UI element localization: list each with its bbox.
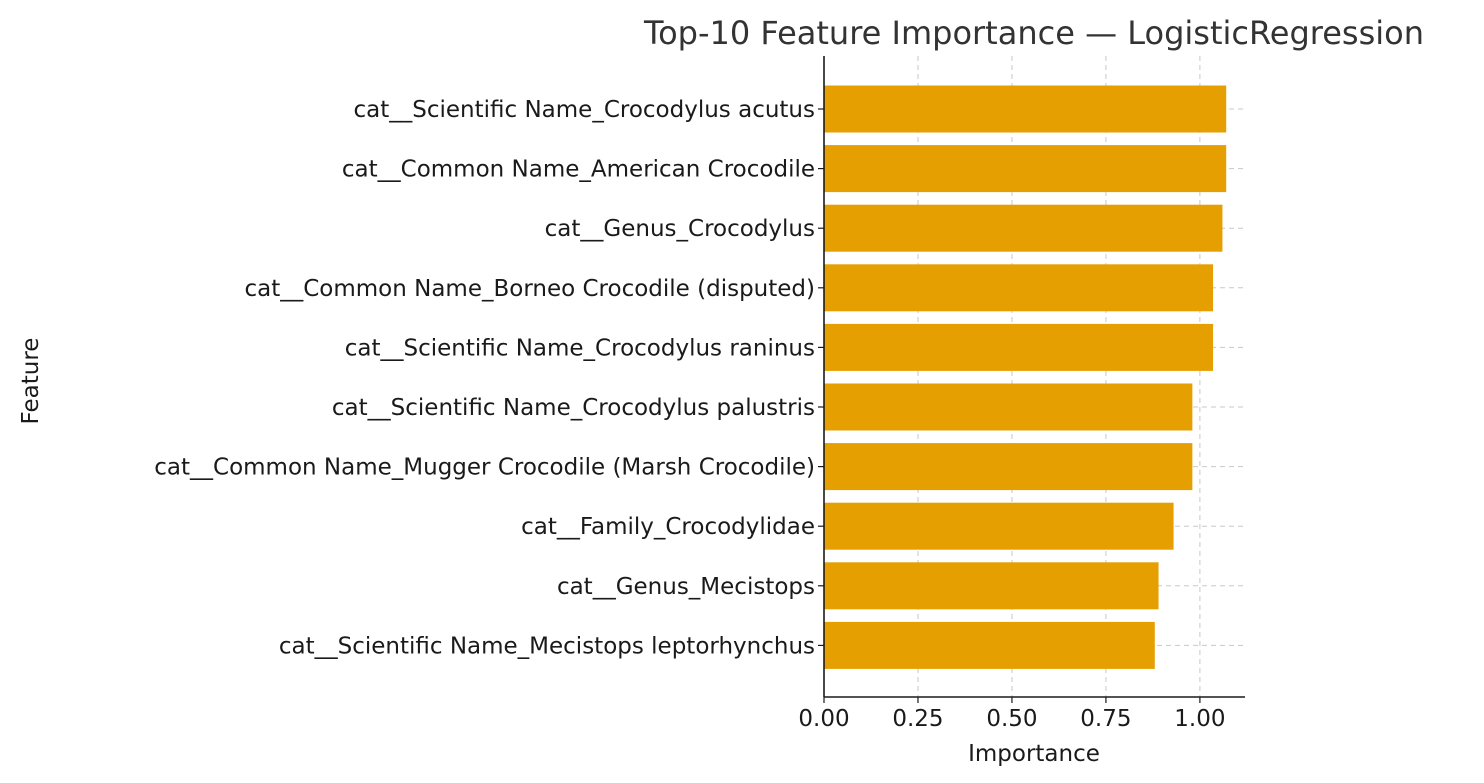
x-tick-label: 0.50 xyxy=(986,706,1037,732)
bar xyxy=(824,264,1214,312)
chart-title: Top-10 Feature Importance — LogisticRegr… xyxy=(643,14,1424,52)
category-label: cat__Scientific Name_Crocodylus raninus xyxy=(345,335,815,361)
bar xyxy=(824,323,1214,371)
category-label: cat__Genus_Crocodylus xyxy=(545,216,815,242)
category-label: cat__Scientific Name_Crocodylus palustri… xyxy=(332,395,815,421)
category-label: cat__Genus_Mecistops xyxy=(557,574,815,600)
bar xyxy=(824,443,1193,491)
axes-layer xyxy=(823,56,1245,698)
category-label: cat__Scientific Name_Mecistops leptorhyn… xyxy=(279,633,815,659)
bar xyxy=(824,85,1227,133)
category-label: cat__Scientific Name_Crocodylus acutus xyxy=(354,97,816,123)
bar xyxy=(824,502,1174,550)
category-label: cat__Common Name_American Crocodile xyxy=(342,157,815,183)
category-label: cat__Family_Crocodylidae xyxy=(521,514,815,540)
category-label: cat__Common Name_Mugger Crocodile (Marsh… xyxy=(154,455,815,481)
bar xyxy=(824,383,1193,431)
labels-layer: cat__Scientific Name_Crocodylus acutus ca… xyxy=(154,97,1225,732)
x-axis-label: Importance xyxy=(968,741,1100,767)
x-tick-label: 1.00 xyxy=(1174,706,1225,732)
x-tick-label: 0.25 xyxy=(892,706,943,732)
x-tick-label: 0.00 xyxy=(798,706,849,732)
y-axis-label: Feature xyxy=(18,338,44,425)
bar xyxy=(824,621,1155,669)
bar xyxy=(824,204,1223,252)
ticks-layer xyxy=(818,108,1201,703)
bar xyxy=(824,145,1227,193)
x-tick-label: 0.75 xyxy=(1080,706,1131,732)
bars-layer xyxy=(824,85,1227,669)
bar xyxy=(824,562,1159,610)
category-label: cat__Common Name_Borneo Crocodile (dispu… xyxy=(244,276,815,302)
